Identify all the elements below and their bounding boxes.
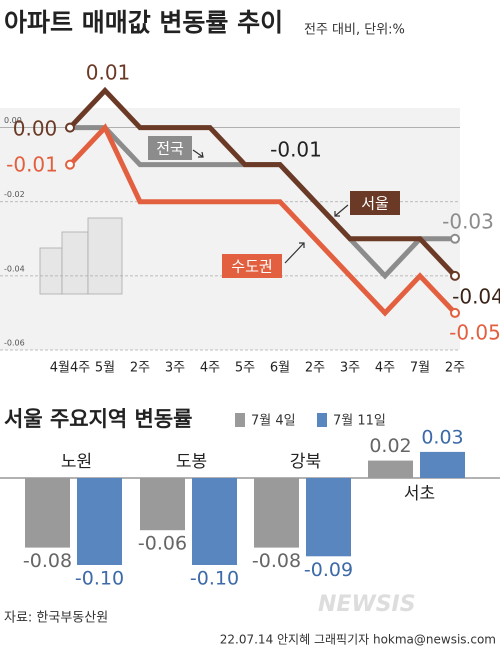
chart-title: 아파트 매매값 변동률 추이 bbox=[4, 8, 283, 37]
value-label: -0.03 bbox=[442, 210, 494, 234]
endpoint bbox=[65, 122, 75, 133]
value-label: 0.01 bbox=[86, 61, 131, 85]
value-label: -0.08 bbox=[252, 550, 301, 572]
bar bbox=[368, 460, 413, 478]
value-label: -0.04 bbox=[452, 285, 500, 309]
value-label: -0.05 bbox=[449, 321, 500, 345]
value-label: -0.10 bbox=[190, 568, 239, 590]
value-label: -0.08 bbox=[23, 550, 72, 572]
bar bbox=[25, 478, 70, 548]
series-name: 수도권 bbox=[231, 258, 272, 276]
x-tick-label: 6월 bbox=[270, 361, 290, 376]
legend-swatch bbox=[317, 413, 327, 427]
line-1 bbox=[68, 86, 457, 278]
bar bbox=[77, 478, 122, 565]
line-2 bbox=[68, 123, 457, 317]
chart-title: 서울 주요지역 변동률 bbox=[4, 407, 193, 431]
x-tick-label: 4주 bbox=[375, 361, 395, 376]
legend-label: 7월 4일 bbox=[251, 414, 296, 429]
bar bbox=[420, 451, 465, 478]
value-label: 0.02 bbox=[369, 435, 411, 457]
bar bbox=[192, 478, 237, 565]
series-tag bbox=[148, 136, 192, 160]
value-label: -0.06 bbox=[138, 533, 187, 555]
series-tag bbox=[222, 254, 282, 278]
tag-arrow bbox=[334, 204, 349, 217]
endpoint bbox=[450, 270, 460, 281]
chart-subtitle: 전주 대비, 단위:% bbox=[304, 23, 405, 38]
bar bbox=[254, 478, 299, 548]
value-label: 0.03 bbox=[421, 426, 463, 448]
y-tick-label: -0.02 bbox=[4, 190, 25, 199]
endpoint bbox=[450, 233, 460, 244]
x-tick-label: 4월4주 bbox=[50, 361, 91, 376]
x-tick-label: 2주 bbox=[130, 361, 150, 376]
bar bbox=[140, 478, 185, 531]
x-tick-label: 3주 bbox=[165, 361, 185, 376]
credit: 22.07.14 안지혜 그래픽기자 hokma@newsis.com bbox=[220, 633, 496, 647]
series-name: 서울 bbox=[361, 195, 389, 213]
x-tick-label: 4주 bbox=[200, 361, 220, 376]
value-label: -0.01 bbox=[6, 153, 58, 177]
watermark: NEWSIS bbox=[318, 592, 416, 617]
value-label: -0.10 bbox=[75, 568, 124, 590]
endpoint bbox=[65, 159, 75, 170]
category-label: 노원 bbox=[61, 452, 92, 472]
y-tick-label: -0.06 bbox=[4, 339, 25, 348]
bar bbox=[306, 478, 351, 557]
value-label: -0.01 bbox=[270, 138, 322, 162]
source: 자료: 한국부동산원 bbox=[4, 611, 108, 626]
tag-arrow bbox=[192, 149, 204, 158]
series-tag bbox=[350, 191, 400, 215]
value-label: -0.09 bbox=[304, 559, 353, 581]
y-tick-label: -0.04 bbox=[4, 264, 25, 273]
legend-label: 7월 11일 bbox=[333, 414, 386, 429]
x-tick-label: 3주 bbox=[340, 361, 360, 376]
category-label: 서초 bbox=[404, 484, 435, 504]
y-tick-label: 0.00 bbox=[4, 116, 22, 125]
x-tick-label: 7월 bbox=[410, 361, 430, 376]
category-label: 도봉 bbox=[176, 452, 207, 472]
legend-swatch bbox=[235, 413, 245, 427]
plot-area bbox=[0, 108, 460, 350]
category-label: 강북 bbox=[290, 452, 321, 472]
series-name: 전국 bbox=[156, 140, 184, 158]
x-tick-label: 2주 bbox=[305, 361, 325, 376]
x-tick-label: 5주 bbox=[235, 361, 255, 376]
buildings bbox=[39, 217, 123, 295]
tag-arrow bbox=[284, 242, 305, 264]
endpoint bbox=[450, 307, 460, 318]
x-tick-label: 2주 bbox=[445, 361, 465, 376]
value-label: 0.00 bbox=[13, 117, 58, 141]
x-tick-label: 5월 bbox=[95, 361, 115, 376]
